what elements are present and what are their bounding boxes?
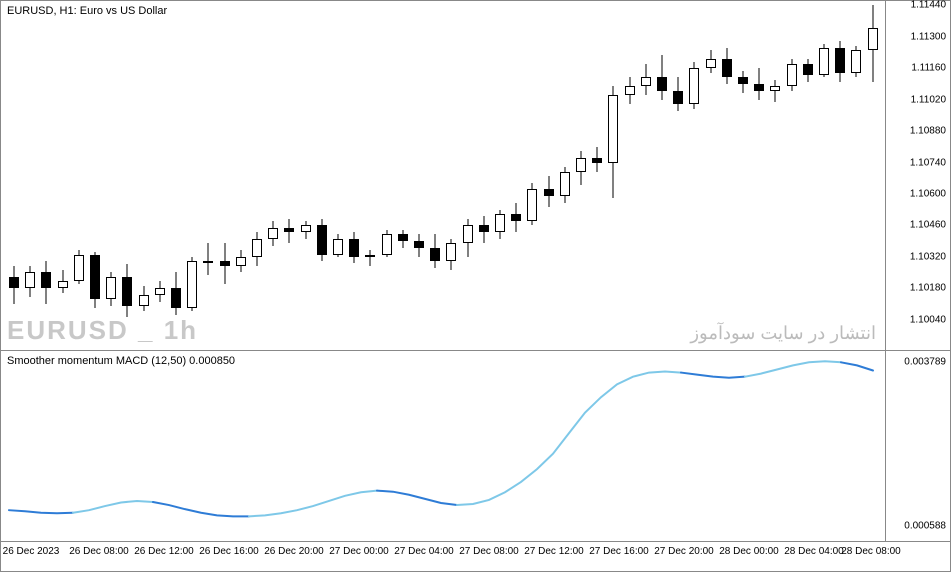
watermark-site: انتشار در سایت سودآموز xyxy=(690,323,876,344)
indicator-axis: 0.003789 0.000588 xyxy=(885,351,950,541)
time-tick-label: 27 Dec 04:00 xyxy=(394,546,454,557)
price-tick-label: 1.11300 xyxy=(911,31,946,42)
time-tick-label: 27 Dec 12:00 xyxy=(524,546,584,557)
time-tick-label: 27 Dec 20:00 xyxy=(654,546,714,557)
time-tick-label: 26 Dec 20:00 xyxy=(264,546,324,557)
price-tick-label: 1.10740 xyxy=(910,157,946,168)
macd-line xyxy=(1,351,886,541)
time-tick-label: 28 Dec 04:00 xyxy=(784,546,844,557)
price-axis: 1.11440 1.11300 1.11160 1.11020 1.10880 1.107… xyxy=(885,1,950,351)
price-tick-label: 1.11160 xyxy=(911,63,946,74)
time-tick-label: 26 Dec 16:00 xyxy=(199,546,259,557)
price-tick-label: 1.10460 xyxy=(910,220,946,231)
time-axis: 26 Dec 2023 26 Dec 08:00 26 Dec 12:00 26 De… xyxy=(1,541,951,571)
time-tick-label: 27 Dec 08:00 xyxy=(459,546,519,557)
price-tick-label: 1.11440 xyxy=(911,0,946,11)
price-tick-label: 1.11020 xyxy=(911,94,946,105)
chart-title: EURUSD, H1: Euro vs US Dollar xyxy=(7,5,167,17)
chart-container: EURUSD, H1: Euro vs US Dollar EURUSD _ 1… xyxy=(0,0,951,572)
price-tick-label: 1.10600 xyxy=(910,188,946,199)
indicator-tick-label: 0.003789 xyxy=(904,356,946,367)
price-chart-panel[interactable]: EURUSD, H1: Euro vs US Dollar EURUSD _ 1… xyxy=(1,1,886,351)
price-tick-label: 1.10880 xyxy=(910,126,946,137)
time-tick-label: 27 Dec 00:00 xyxy=(329,546,389,557)
watermark-symbol: EURUSD _ 1h xyxy=(7,315,198,346)
time-tick-label: 26 Dec 2023 xyxy=(3,546,60,557)
time-tick-label: 28 Dec 00:00 xyxy=(719,546,779,557)
indicator-panel[interactable]: Smoother momentum MACD (12,50) 0.000850 xyxy=(1,351,886,541)
time-tick-label: 27 Dec 16:00 xyxy=(589,546,649,557)
time-tick-label: 28 Dec 08:00 xyxy=(841,546,901,557)
price-tick-label: 1.10320 xyxy=(910,251,946,262)
indicator-tick-label: 0.000588 xyxy=(904,521,946,532)
price-tick-label: 1.10040 xyxy=(910,314,946,325)
time-tick-label: 26 Dec 12:00 xyxy=(134,546,194,557)
price-tick-label: 1.10180 xyxy=(910,283,946,294)
time-tick-label: 26 Dec 08:00 xyxy=(69,546,129,557)
